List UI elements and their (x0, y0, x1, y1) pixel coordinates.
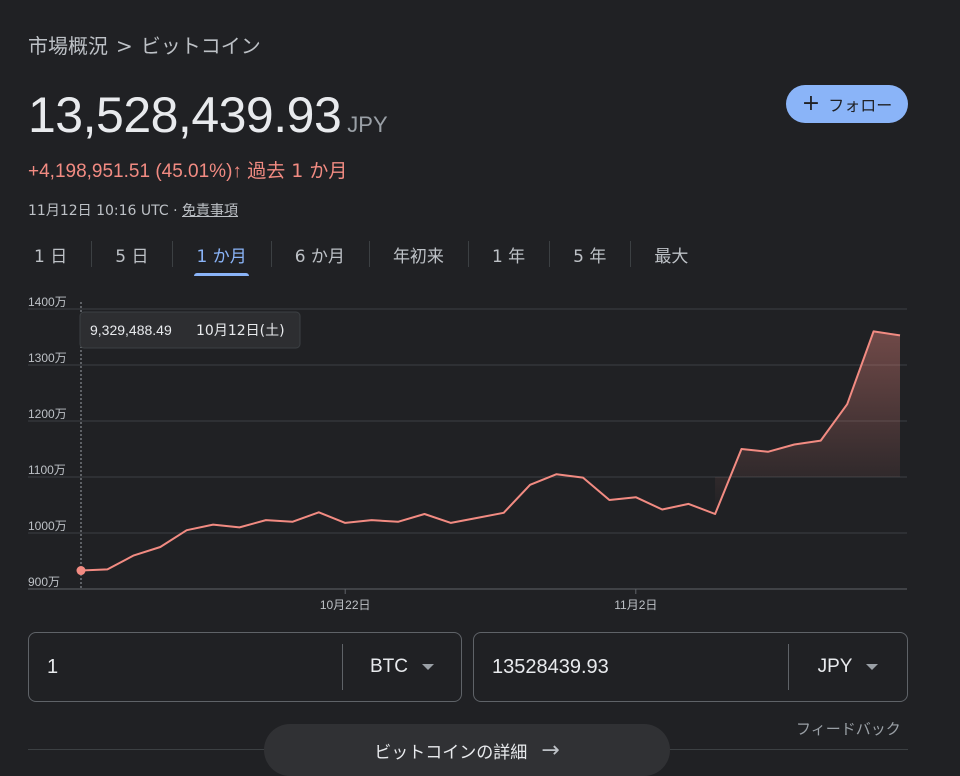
x-tick-label: 11月2日 (614, 598, 657, 612)
converter-divider (342, 644, 343, 690)
price-change-value: +4,198,951.51 (45.01%) (28, 161, 233, 182)
converter-divider (788, 644, 789, 690)
y-tick-label: 1300万 (28, 351, 67, 365)
breadcrumb-separator: > (116, 34, 133, 58)
converter-from: 1 BTC (28, 632, 462, 702)
to-unit-label: JPY (817, 656, 853, 677)
area-fill (715, 331, 900, 514)
tooltip-box (79, 311, 301, 349)
caret-down-icon (866, 664, 879, 670)
price-row: 13,528,439.93 JPY (28, 86, 388, 144)
y-tick-label: 1100万 (28, 463, 66, 477)
from-unit-label: BTC (370, 656, 408, 677)
arrow-right-icon: → (541, 737, 560, 763)
converter-to: 13528439.93 JPY (473, 632, 908, 702)
tab-1-year[interactable]: 1 年 (467, 236, 549, 272)
breadcrumb-current: ビットコイン (140, 34, 261, 58)
y-tick-label: 1200万 (28, 407, 67, 421)
tooltip-date: 10月12日(土) (196, 323, 285, 339)
from-unit-select[interactable]: BTC (343, 656, 461, 678)
to-unit-select[interactable]: JPY (789, 656, 907, 678)
feedback-link[interactable]: フィードバック (796, 720, 901, 738)
price-meta: 11月12日 10:16 UTC · 免責事項 (28, 200, 238, 220)
plus-icon: + (801, 91, 821, 116)
caret-down-icon (422, 664, 434, 670)
price-change-period: 過去 1 か月 (247, 160, 348, 182)
breadcrumb-parent-link[interactable]: 市場概況 (28, 34, 108, 58)
disclaimer-link[interactable]: 免責事項 (182, 203, 238, 219)
y-tick-label: 900万 (28, 575, 60, 589)
current-price: 13,528,439.93 (28, 87, 342, 143)
meta-separator: · (173, 203, 178, 219)
x-tick-label: 10月22日 (320, 598, 371, 612)
time-range-tabs: 1 日 5 日 1 か月 6 か月 年初来 1 年 5 年 最大 (10, 236, 712, 276)
bitcoin-details-button[interactable]: ビットコインの詳細 → (264, 724, 670, 776)
y-tick-label: 1400万 (28, 295, 67, 309)
follow-button-label: フォロー (828, 96, 893, 115)
tab-max[interactable]: 最大 (630, 236, 712, 272)
tab-1-month[interactable]: 1 か月 (172, 236, 270, 276)
tab-6-months[interactable]: 6 か月 (270, 236, 369, 272)
tab-1-day[interactable]: 1 日 (34, 246, 68, 267)
from-amount-input[interactable]: 1 (47, 655, 59, 678)
series-line (80, 330, 901, 572)
tab-ytd[interactable]: 年初来 (368, 236, 468, 272)
follow-button[interactable]: + フォロー (786, 85, 908, 123)
timestamp: 11月12日 10:16 UTC (28, 203, 169, 219)
y-tick-label: 1000万 (28, 519, 67, 533)
hover-point (76, 566, 86, 576)
tooltip-value: 9,329,488.49 (90, 322, 172, 338)
tab-5-days[interactable]: 5 日 (91, 236, 172, 272)
price-currency: JPY (347, 112, 388, 137)
details-button-label: ビットコインの詳細 (374, 742, 528, 763)
price-chart[interactable]: 1400万 1300万 1200万 1100万 1000万 900万 10月22日 11月2日… (0, 290, 960, 620)
to-amount-input[interactable]: 13528439.93 (492, 655, 609, 678)
arrow-up-icon: ↑ (232, 161, 242, 182)
breadcrumb: 市場概況 > ビットコイン (28, 30, 261, 59)
tab-5-years[interactable]: 5 年 (549, 236, 630, 272)
price-change: +4,198,951.51 (45.01%)↑ 過去 1 か月 (28, 156, 347, 183)
